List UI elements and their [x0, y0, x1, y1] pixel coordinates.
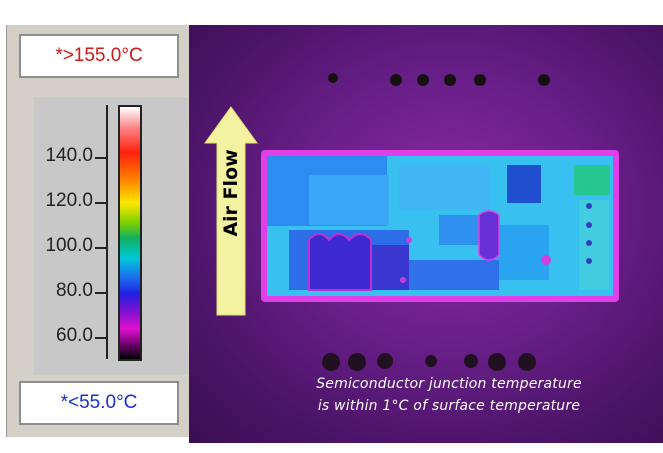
tick-label-80: 80.0	[19, 280, 93, 302]
tick-mark	[95, 292, 107, 294]
tick-label-140: 140.0	[19, 145, 93, 167]
via-dots-top	[328, 73, 550, 86]
min-temperature-box: *<55.0°C	[19, 381, 179, 425]
tick-label-120: 120.0	[19, 190, 93, 212]
tick-mark	[95, 337, 107, 339]
tick-label-100: 100.0	[19, 235, 93, 257]
tick-label-60: 60.0	[19, 325, 93, 347]
temperature-scale-panel: *>155.0°C 140.0 120.0 100.0 80.0 60.0 *<…	[6, 25, 190, 437]
scale-axis	[106, 105, 108, 359]
air-flow-label: Air Flow	[215, 173, 247, 213]
tick-mark	[95, 202, 107, 204]
caption-line-2: is within 1°C of surface temperature	[289, 398, 609, 414]
max-temperature-box: *>155.0°C	[19, 34, 179, 78]
tick-mark	[95, 247, 107, 249]
via-dots-bottom	[322, 353, 536, 371]
tick-mark	[95, 157, 107, 159]
color-scale-bar	[118, 105, 142, 361]
thermal-image: Air Flow Semiconductor junction temperat…	[189, 25, 663, 443]
caption-line-1: Semiconductor junction temperature	[289, 376, 609, 392]
